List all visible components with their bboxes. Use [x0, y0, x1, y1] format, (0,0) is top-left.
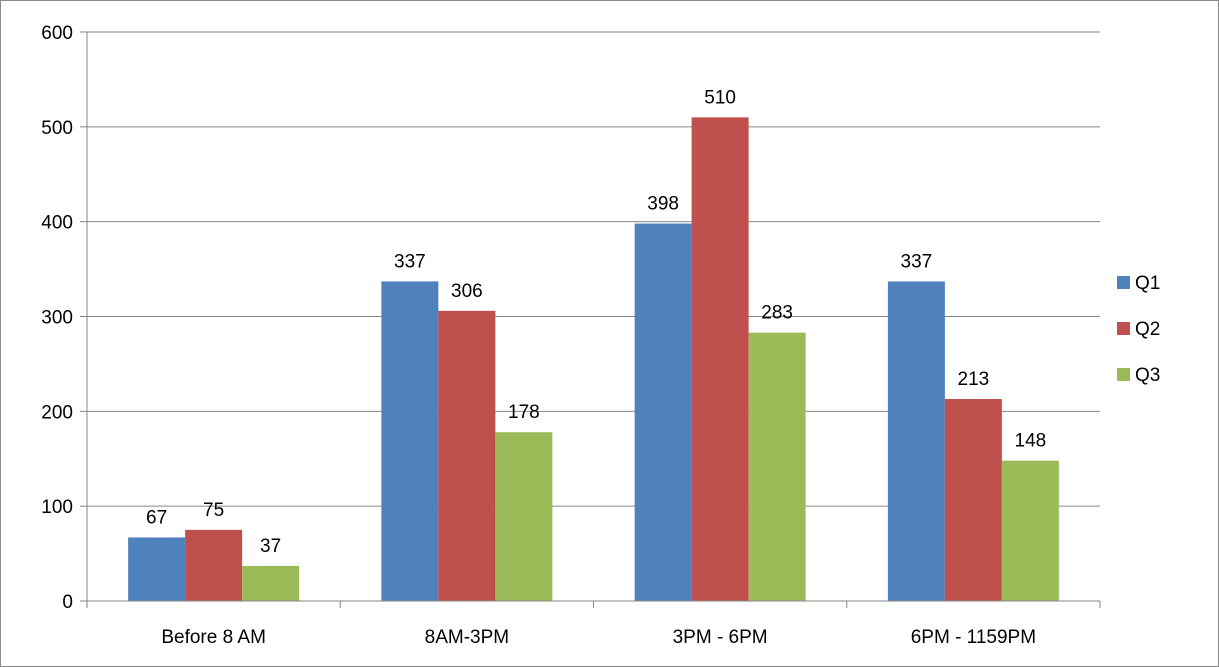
bar-q2-1 — [438, 310, 496, 601]
data-label-q2-2: 510 — [704, 87, 736, 108]
y-tick-label: 100 — [41, 497, 73, 518]
y-tick-label: 500 — [41, 118, 73, 139]
x-category-label: 3PM - 6PM — [673, 627, 768, 648]
bars — [128, 117, 1059, 601]
data-label-q1-1: 337 — [394, 251, 426, 272]
x-category-label: Before 8 AM — [161, 627, 266, 648]
legend-label-q1: Q1 — [1135, 273, 1160, 294]
y-tick-label: 200 — [41, 402, 73, 423]
data-label-q1-3: 337 — [901, 251, 933, 272]
data-label-q2-1: 306 — [451, 281, 483, 302]
bar-q1-1 — [381, 281, 439, 601]
data-label-q3-1: 178 — [508, 402, 540, 423]
axes: 0 100 200 300 400 500 600 Before 8 AM 8AM-3PM 3PM… — [41, 23, 1101, 648]
data-label-q1-2: 398 — [647, 194, 679, 215]
bar-q2-3 — [944, 399, 1002, 601]
bar-q3-1 — [495, 432, 553, 601]
y-tick-label: 0 — [62, 592, 73, 613]
bar-q1-3 — [887, 281, 945, 601]
legend-label-q2: Q2 — [1135, 319, 1160, 340]
data-label-q3-3: 148 — [1015, 431, 1047, 452]
data-label-q3-0: 37 — [260, 536, 281, 557]
bar-q1-2 — [634, 223, 692, 601]
data-label-q2-0: 75 — [203, 500, 224, 521]
legend-swatch-q1 — [1117, 276, 1130, 289]
legend-swatch-q2 — [1117, 322, 1130, 335]
bar-q3-0 — [242, 565, 300, 601]
bar-q2-2 — [691, 117, 749, 601]
x-category-label: 6PM - 1159PM — [911, 627, 1036, 648]
legend-swatch-q3 — [1117, 368, 1130, 381]
y-tick-label: 600 — [41, 23, 73, 44]
data-label-q3-2: 283 — [761, 303, 793, 324]
data-label-q2-3: 213 — [958, 369, 990, 390]
y-tick-label: 300 — [41, 308, 73, 329]
data-label-q1-0: 67 — [146, 507, 167, 528]
bar-q3-2 — [748, 332, 806, 601]
legend: Q1 Q2 Q3 — [1117, 273, 1160, 386]
bar-q2-0 — [185, 529, 243, 601]
x-category-label: 8AM-3PM — [425, 627, 509, 648]
y-tick-label: 400 — [41, 213, 73, 234]
data-labels: 67 75 37 337 306 178 398 510 283 337 213 148 — [146, 87, 1046, 557]
bar-q1-0 — [128, 537, 186, 601]
legend-label-q3: Q3 — [1135, 365, 1160, 386]
bar-q3-3 — [1001, 460, 1059, 601]
